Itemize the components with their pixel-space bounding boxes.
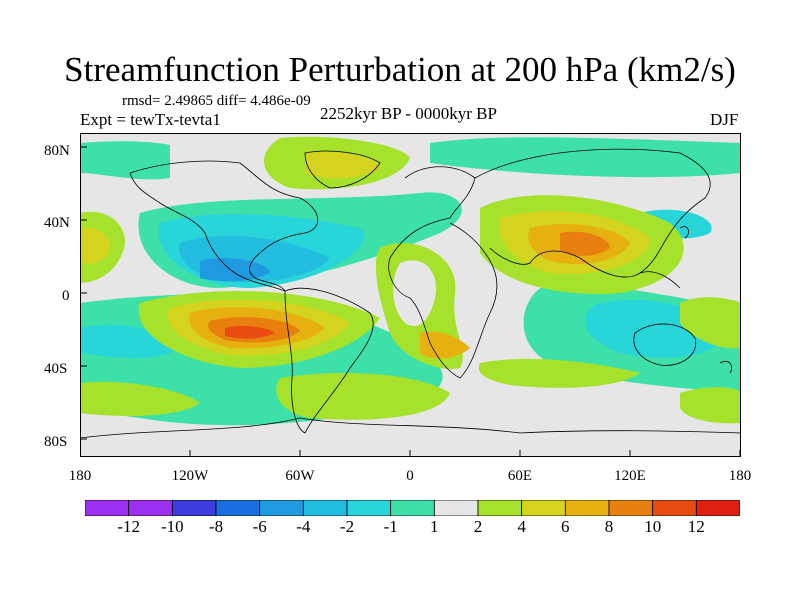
contour-band-pos [393, 260, 436, 327]
colorbar-box [346, 500, 392, 516]
contour-band-neg [430, 137, 741, 178]
contour-band-pos [80, 227, 110, 265]
colorbar-label: 1 [430, 517, 439, 536]
coastline [129, 160, 318, 292]
colorbar-box [302, 500, 348, 516]
colorbar-box [608, 500, 654, 516]
contour-band-pos [560, 231, 610, 256]
coastline [284, 287, 374, 434]
colorbar-box [85, 500, 130, 516]
colorbar-label: 6 [561, 517, 570, 536]
contour-band-pos [80, 381, 200, 416]
coastline [388, 166, 498, 379]
axis-ticks [80, 146, 741, 457]
contour-band-pos [305, 151, 380, 179]
lat-tick-label: 80S [44, 434, 68, 450]
lat-tick-label: 80N [44, 143, 70, 159]
coastline [474, 148, 711, 278]
colorbar [85, 500, 740, 516]
coastline [80, 417, 741, 439]
colorbar-label: 4 [517, 517, 526, 536]
lon-tick-label: 120E [614, 468, 646, 484]
coastline [304, 150, 381, 189]
contour-band-pos [225, 325, 275, 339]
lon-tick-label: 180 [68, 468, 92, 484]
colorbar-label: -10 [160, 517, 184, 536]
lon-tick-label: 60W [285, 468, 315, 484]
colorbar-label: 12 [687, 517, 705, 536]
contour-band-pos [680, 297, 741, 349]
contour-band-pos [680, 387, 741, 424]
colorbar-box [433, 500, 479, 516]
lat-tick-label: 0 [62, 288, 70, 304]
colorbar-box [259, 500, 304, 516]
coastline [719, 360, 733, 374]
contour-band-neg [80, 141, 170, 180]
colorbar-label: -1 [383, 517, 398, 536]
lat-tick-label: 40N [44, 215, 70, 231]
colorbar-label: 2 [473, 517, 483, 536]
coastline [639, 271, 681, 289]
colorbar-box [477, 500, 523, 516]
coastlines [80, 148, 741, 439]
colorbar-box [128, 500, 173, 516]
map-panel [80, 133, 741, 457]
colorbar-label: 10 [644, 517, 662, 536]
colorbar-label: -6 [252, 517, 267, 536]
colorbar-label: 8 [604, 517, 614, 536]
lon-tick-label: 120W [171, 468, 209, 484]
experiment-label: Expt = tewTx-tevta1 [80, 110, 221, 129]
coastline [633, 323, 697, 366]
colorbar-label: -8 [208, 517, 224, 536]
colorbar-box [215, 500, 261, 516]
figure-title: Streamfunction Perturbation at 200 hPa (… [64, 50, 736, 89]
colorbar-box [171, 500, 217, 516]
period-label: 2252kyr BP - 0000kyr BP [320, 104, 497, 123]
colorbar-box [695, 500, 740, 516]
contour-band-pos [420, 331, 470, 359]
colorbar-box [521, 500, 566, 516]
season-label: DJF [710, 110, 739, 129]
colorbar-label: -4 [296, 517, 311, 536]
colorbar-box [564, 500, 610, 516]
coastline [679, 226, 690, 239]
colorbar-label: -2 [339, 517, 355, 536]
colorbar-box [390, 500, 435, 516]
contour-band-pos [478, 358, 640, 388]
lon-tick-label: 60E [507, 468, 533, 484]
stats-label: rmsd= 2.49865 diff= 4.486e-09 [122, 93, 311, 109]
lon-tick-label: 180 [728, 468, 752, 484]
contour-band-pos [276, 373, 450, 420]
colorbar-label: -12 [117, 517, 141, 536]
colorbar-box [652, 500, 697, 516]
lat-tick-label: 40S [44, 361, 68, 377]
lon-tick-label: 0 [406, 468, 414, 484]
